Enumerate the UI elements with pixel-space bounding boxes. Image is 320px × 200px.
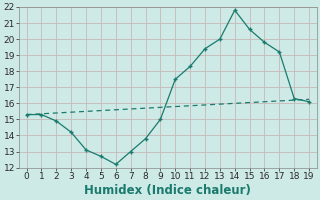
X-axis label: Humidex (Indice chaleur): Humidex (Indice chaleur) bbox=[84, 184, 251, 197]
